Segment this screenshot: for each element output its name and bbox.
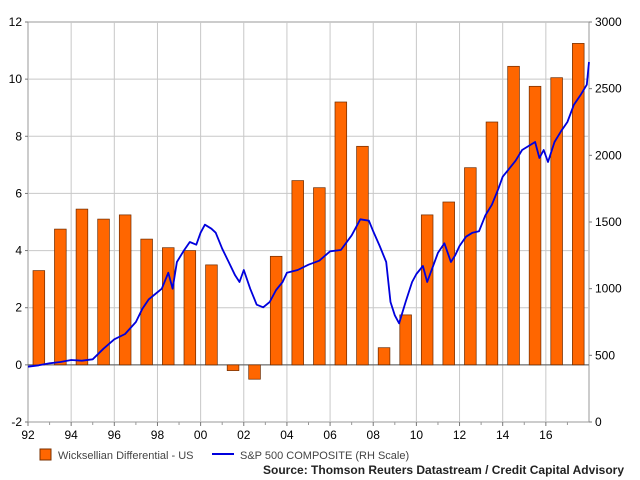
y-left-tick-label: 6 [15, 186, 22, 200]
y-right-tick-label: 2500 [595, 82, 622, 96]
x-tick-label: 14 [496, 428, 510, 442]
x-tick-label: 12 [453, 428, 467, 442]
bar [118, 214, 132, 366]
bar [377, 347, 391, 366]
bar [54, 228, 67, 366]
bar [248, 364, 261, 380]
bar [464, 167, 477, 366]
bar [226, 364, 240, 371]
bar [399, 314, 412, 366]
x-tick-label: 06 [323, 428, 337, 442]
bar [528, 85, 542, 366]
y-right-tick-label: 500 [595, 348, 615, 362]
legend: Wicksellian Differential - US S&P 500 CO… [39, 448, 409, 462]
bar [291, 180, 304, 366]
y-left-tick-label: 12 [9, 15, 23, 29]
bar [507, 65, 520, 366]
x-tick-label: 00 [194, 428, 208, 442]
bar [269, 255, 283, 366]
bar [75, 208, 89, 366]
gridlines [28, 22, 589, 422]
bar [572, 43, 585, 366]
bar [205, 264, 218, 366]
x-tick-label: 02 [237, 428, 251, 442]
x-tick-label: 16 [539, 428, 553, 442]
x-tick-label: 08 [367, 428, 381, 442]
bar [162, 247, 175, 366]
y-right-tick-label: 1000 [595, 282, 622, 296]
x-tick-label: 96 [108, 428, 122, 442]
bar [356, 145, 369, 366]
x-tick-label: 98 [151, 428, 165, 442]
y-left-tick-label: 4 [15, 244, 22, 258]
bar [183, 250, 197, 366]
y-right-tick-label: 1500 [595, 215, 622, 229]
legend-label-bars: Wicksellian Differential - US [58, 450, 194, 462]
bar [550, 77, 563, 366]
bar [334, 101, 348, 366]
line-series [27, 61, 590, 368]
bar [420, 214, 434, 366]
x-tick-label: 94 [64, 428, 78, 442]
bar [485, 121, 499, 366]
x-tick-label: 10 [410, 428, 424, 442]
y-right-tick-label: 2000 [595, 148, 622, 162]
y-left-tick-label: 2 [15, 301, 22, 315]
x-tick-label: 92 [21, 428, 35, 442]
bar-series [32, 43, 585, 380]
bar [442, 201, 455, 366]
bar [313, 187, 326, 366]
source-note: Source: Thomson Reuters Datastream / Cre… [263, 463, 624, 477]
y-left-tick-label: 10 [9, 72, 23, 86]
y-left-tick-label: 8 [15, 129, 22, 143]
bar [32, 270, 46, 366]
legend-label-line: S&P 500 COMPOSITE (RH Scale) [240, 450, 409, 462]
y-right-tick-label: 3000 [595, 15, 622, 29]
y-left-tick-label: -2 [11, 415, 22, 429]
legend-swatch-bars [39, 448, 52, 461]
sp500-line [27, 61, 590, 368]
y-right-tick-label: 0 [595, 415, 602, 429]
y-left-tick-label: 0 [15, 358, 22, 372]
bar [97, 218, 110, 366]
x-tick-label: 04 [280, 428, 294, 442]
plot-area [27, 21, 590, 423]
